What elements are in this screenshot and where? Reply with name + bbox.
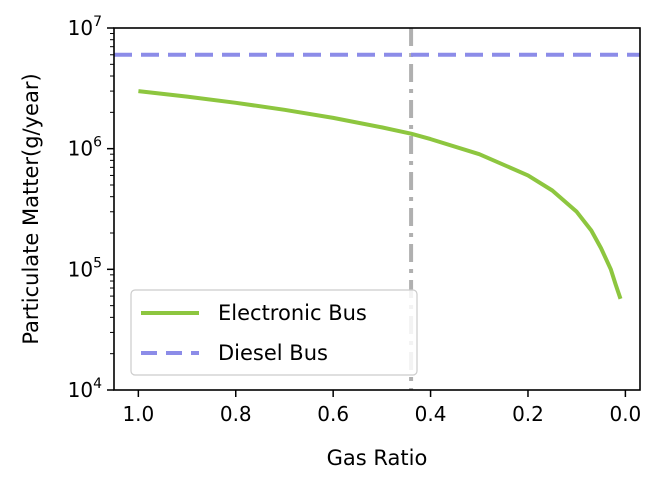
y-axis-ticks: 104 105 106 107 (68, 14, 114, 402)
x-tick-label: 0.0 (609, 402, 641, 426)
y-tick-label: 104 (68, 376, 102, 402)
y-tick-label: 106 (68, 135, 102, 161)
y-axis-label: Particulate Matter(g/year) (19, 73, 43, 344)
legend-box (130, 289, 418, 376)
x-axis-label: Gas Ratio (327, 446, 428, 470)
x-tick-label: 0.8 (220, 402, 252, 426)
legend-label-electronic-bus: Electronic Bus (218, 301, 367, 325)
y-tick-label: 105 (68, 255, 102, 281)
x-tick-label: 1.0 (122, 402, 154, 426)
plot-frame (113, 27, 641, 391)
legend-label-diesel-bus: Diesel Bus (218, 341, 328, 365)
x-tick-label: 0.6 (317, 402, 349, 426)
series-line-electronic-bus (138, 89, 623, 300)
y-tick-label: 107 (68, 14, 102, 40)
legend: Electronic Bus Diesel Bus (130, 289, 418, 376)
x-tick-label: 0.2 (512, 402, 544, 426)
x-axis-ticks: 1.0 0.8 0.6 0.4 0.2 0.0 (122, 390, 641, 426)
x-tick-label: 0.4 (415, 402, 447, 426)
